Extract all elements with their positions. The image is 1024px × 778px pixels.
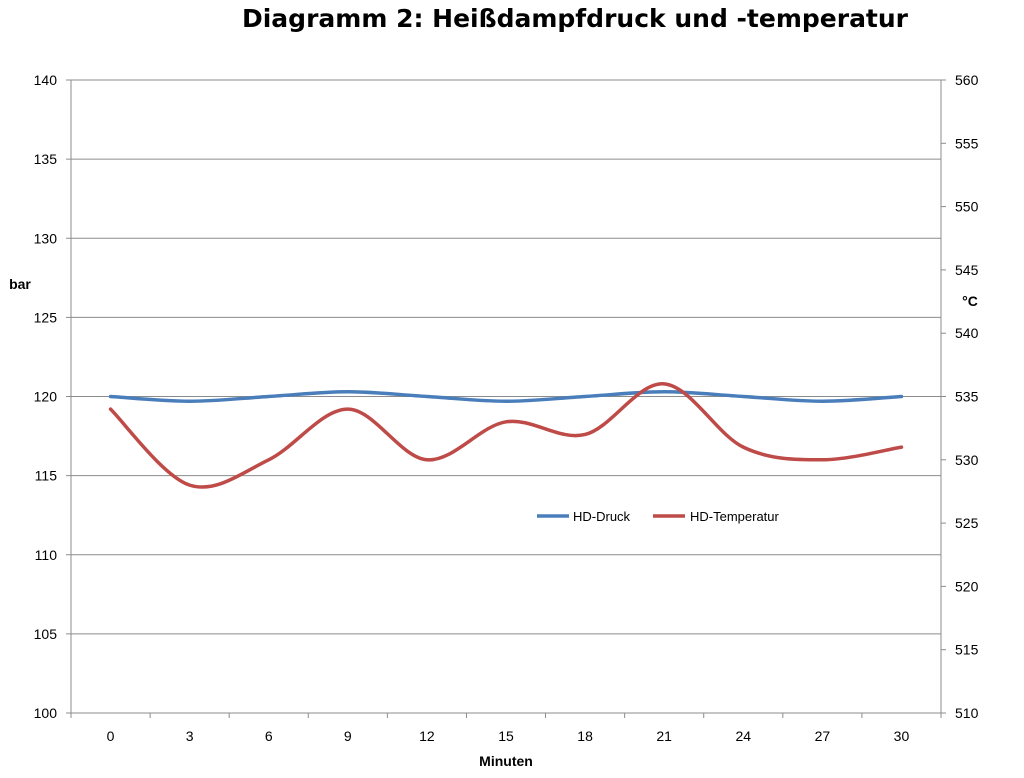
x-tick-label-4: 12 [419,728,435,744]
chart-title: Diagramm 2: Heißdampfdruck und -temperat… [242,4,909,33]
left-tick-label-4: 120 [34,389,58,405]
x-tick-label-5: 15 [498,728,514,744]
x-tick-label-8: 24 [735,728,751,744]
right-axis-ticks: 510 515 520 525 530 535 540 545 550 555 560 [941,72,979,721]
x-tick-label-6: 18 [577,728,593,744]
x-tick-label-9: 27 [815,728,831,744]
left-tick-label-3: 115 [35,468,58,484]
right-tick-label-10: 560 [955,72,979,88]
left-tick-label-0: 100 [34,705,58,721]
series-line-hd-druck [108,390,904,403]
x-tick-label-3: 9 [344,728,352,744]
left-axis-ticks: 100 105 110 115 120 125 130 135 140 [34,72,71,721]
x-axis-ticks: 0 3 6 9 12 15 18 21 24 27 30 [70,713,942,744]
legend-label-0: HD-Druck [573,509,631,524]
left-tick-label-7: 135 [34,151,58,167]
right-tick-label-8: 550 [955,199,979,215]
x-tick-label-1: 3 [186,728,194,744]
legend-label-1: HD-Temperatur [690,509,780,524]
series-line-hd-temperatur [108,382,904,489]
right-tick-label-6: 540 [955,325,979,341]
x-tick-label-7: 21 [656,728,672,744]
left-tick-label-5: 125 [34,309,58,325]
left-tick-label-8: 140 [34,72,58,88]
right-tick-label-4: 530 [955,452,979,468]
x-tick-label-2: 6 [265,728,273,744]
left-tick-label-6: 130 [34,230,58,246]
right-tick-label-1: 515 [955,642,979,658]
right-tick-label-7: 545 [955,262,979,278]
gridlines [71,79,941,714]
right-tick-label-0: 510 [955,705,979,721]
left-tick-label-1: 105 [34,626,58,642]
right-axis-title: °C [962,293,978,309]
x-axis-title: Minuten [479,753,533,769]
left-tick-label-2: 110 [35,547,58,563]
right-tick-label-2: 520 [955,578,979,594]
x-tick-label-10: 30 [894,728,910,744]
right-tick-label-9: 555 [955,135,979,151]
series-lines [108,382,904,489]
legend: HD-Druck HD-Temperatur [537,509,780,524]
x-tick-label-0: 0 [107,728,115,744]
right-tick-label-3: 525 [955,515,979,531]
left-axis-title: bar [9,276,31,292]
right-tick-label-5: 535 [955,389,979,405]
